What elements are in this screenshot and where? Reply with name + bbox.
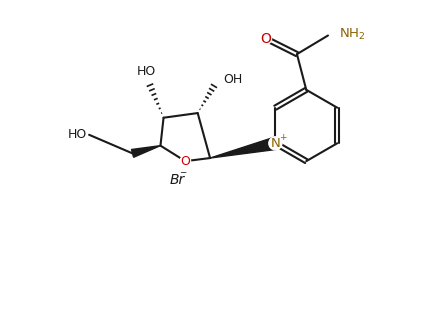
Text: NH$_2$: NH$_2$: [339, 27, 365, 42]
Circle shape: [260, 33, 271, 44]
Text: N: N: [271, 137, 280, 150]
Circle shape: [269, 137, 282, 150]
Text: O: O: [180, 155, 190, 168]
Text: +: +: [279, 133, 287, 142]
Text: HO: HO: [137, 65, 156, 78]
Polygon shape: [210, 137, 277, 158]
Text: Br: Br: [170, 173, 185, 187]
Text: HO: HO: [67, 128, 87, 141]
Polygon shape: [131, 146, 161, 157]
Circle shape: [180, 156, 190, 167]
Text: OH: OH: [223, 73, 243, 86]
Text: O: O: [260, 32, 271, 46]
Text: $^{-}$: $^{-}$: [178, 170, 187, 182]
